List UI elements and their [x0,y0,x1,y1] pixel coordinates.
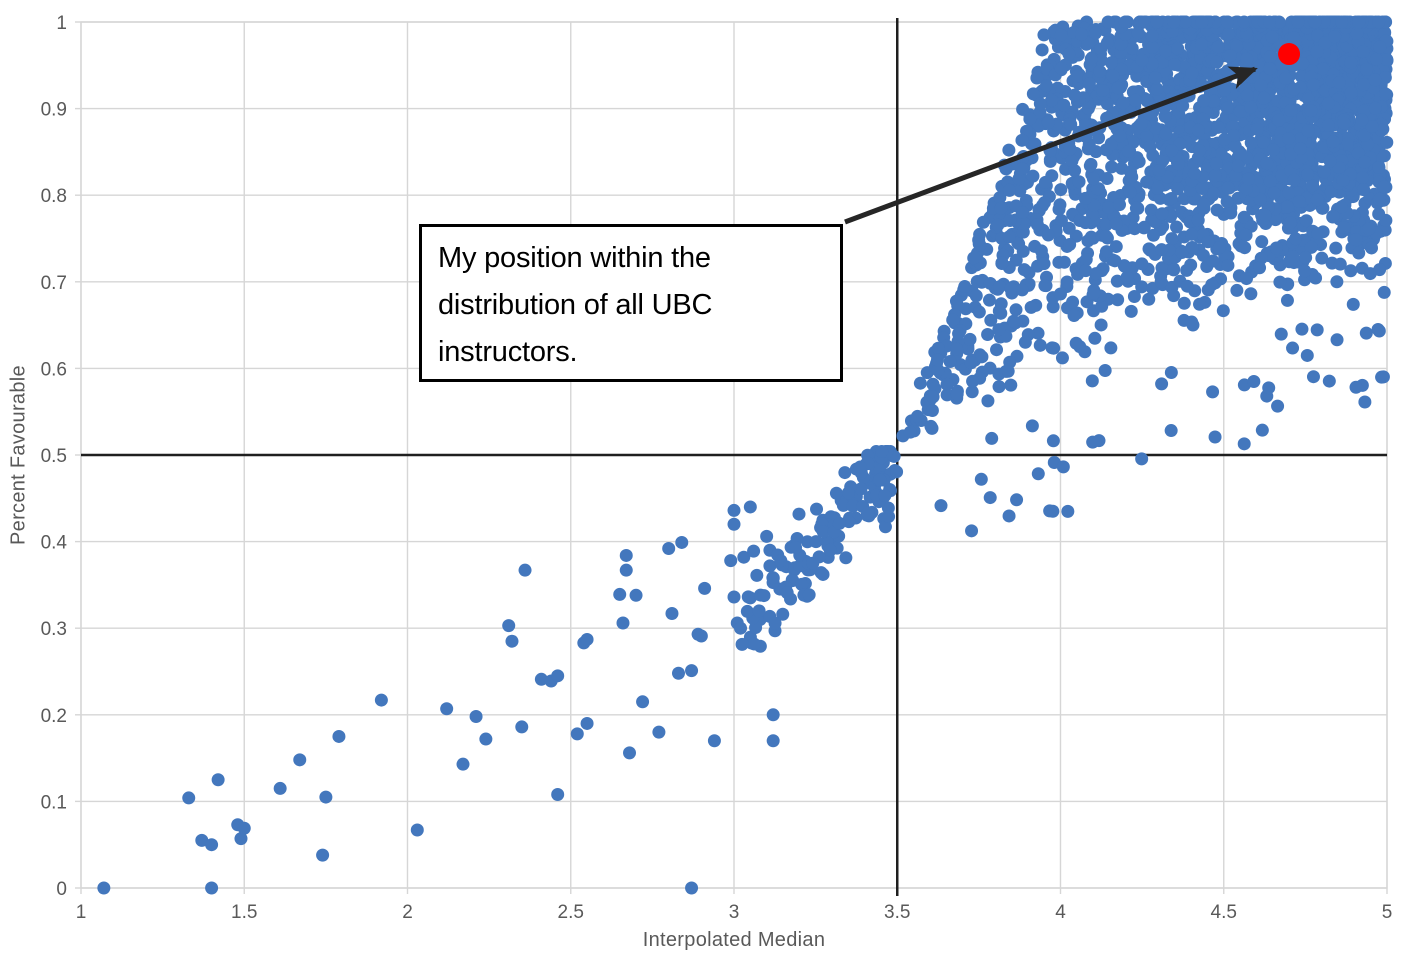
annotation-box: My position within the distribution of a… [419,224,843,382]
x-axis-tick-label: 1.5 [231,902,257,923]
x-axis-tick-label: 3 [729,902,740,923]
y-axis-tick-label: 0.8 [41,186,67,207]
annotation-text-line-1: My position within the [438,242,711,274]
x-axis-tick-label: 1 [76,902,87,923]
x-axis-tick-label: 2.5 [558,902,584,923]
x-axis-tick-label: 4 [1055,902,1066,923]
y-axis-title: Percent Favourable [7,365,30,545]
annotation-text-line-2: distribution of all UBC [438,289,713,321]
highlight-point [1278,43,1301,66]
y-axis-tick-label: 0.3 [41,619,67,640]
x-axis-tick-label: 3.5 [884,902,910,923]
annotation-text-line-3: instructors. [438,336,578,368]
y-axis-tick-label: 0 [56,879,67,900]
x-axis-tick-label: 2 [402,902,413,923]
y-axis-tick-label: 0.4 [41,533,68,554]
y-axis-tick-label: 0.9 [41,100,67,121]
y-axis-tick-label: 0.5 [41,446,67,467]
y-axis-tick-label: 0.2 [41,706,67,727]
x-axis-title: Interpolated Median [642,929,826,951]
annotation-arrow [844,66,1258,225]
scatter-points [97,15,1394,895]
y-axis-tick-label: 0.6 [41,359,67,380]
y-axis-tick-label: 1 [56,13,67,34]
y-axis-tick-label: 0.7 [41,273,67,294]
x-axis-tick-label: 4.5 [1211,902,1237,923]
x-axis-tick-label: 5 [1382,902,1393,923]
y-axis-tick-label: 0.1 [41,792,67,813]
